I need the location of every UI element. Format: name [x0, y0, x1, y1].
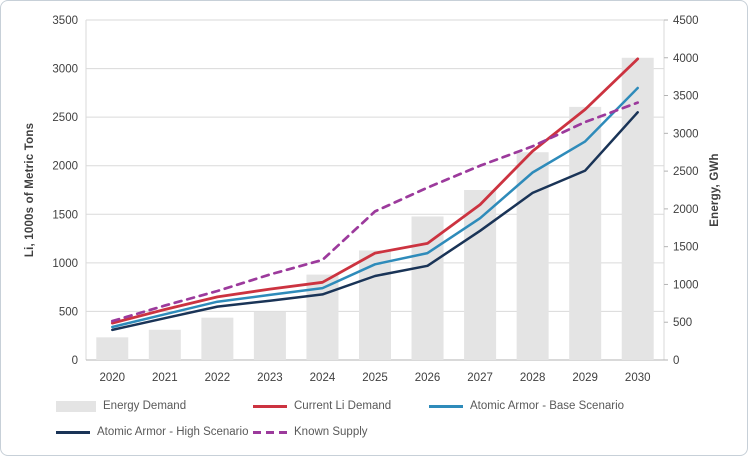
left-tick-label: 2000 [52, 161, 78, 173]
legend-item-known-supply: Known Supply [253, 419, 368, 445]
bar-2023 [253, 311, 286, 360]
right-axis-title: Energy, GWh [709, 153, 721, 227]
left-tick-label: 1000 [52, 258, 78, 270]
axis-ticks: 0 500 1000 1500 2000 2500 3000 3500 0 500 1000 1500… [52, 15, 698, 384]
chart-legend: Energy Demand Current Li Demand Atomic Arm… [1, 393, 747, 445]
legend-item-energy-demand: Energy Demand [56, 393, 186, 419]
right-tick-label: 3000 [673, 128, 699, 140]
combo-chart: 0 500 1000 1500 2000 2500 3000 3500 0 500 1000 1500… [24, 15, 721, 384]
left-axis-title: Li, 1000s of Metric Tons [24, 123, 36, 257]
right-tick-label: 1000 [673, 279, 699, 291]
right-tick-label: 2000 [673, 204, 699, 216]
x-tick-label-2024: 2024 [310, 372, 336, 384]
bar-2026 [411, 216, 444, 360]
energy-demand-bars [96, 57, 654, 361]
line-swatch [429, 404, 463, 408]
legend-item-atomic-armor-base-scenario: Atomic Armor - Base Scenario [429, 393, 624, 419]
left-tick-label: 3000 [52, 64, 78, 76]
dash-swatch [253, 430, 287, 434]
right-tick-label: 4500 [673, 15, 699, 27]
bar-2028 [516, 152, 549, 360]
bar-2029 [569, 106, 602, 360]
line-series [110, 57, 640, 332]
legend-label: Known Supply [294, 426, 368, 438]
left-tick-label: 1500 [52, 209, 78, 221]
left-tick-label: 3500 [52, 15, 78, 27]
bar-swatch [56, 400, 96, 412]
x-tick-label-2025: 2025 [362, 372, 388, 384]
bar-2025 [359, 250, 391, 360]
legend-item-atomic-armor-high-scenario: Atomic Armor - High Scenario [56, 419, 248, 445]
x-tick-label-2020: 2020 [99, 372, 125, 384]
x-tick-label-2022: 2022 [205, 372, 231, 384]
bar-2030 [621, 57, 654, 361]
right-tick-label: 0 [673, 355, 679, 367]
legend-item-current-li-demand: Current Li Demand [253, 393, 391, 419]
legend-row: Atomic Armor - High Scenario Known Supply [1, 419, 747, 445]
x-tick-label-2023: 2023 [257, 372, 283, 384]
x-tick-label-2030: 2030 [625, 372, 651, 384]
legend-label: Atomic Armor - Base Scenario [470, 400, 625, 412]
right-tick-label: 500 [673, 317, 692, 329]
line-atomic-armor-base-scenario [111, 86, 639, 329]
line-known-supply [110, 101, 640, 323]
line-swatch [56, 430, 90, 434]
left-tick-label: 2500 [52, 112, 78, 124]
bar-2022 [201, 317, 234, 360]
legend-row: Energy Demand Current Li Demand Atomic Arm… [1, 393, 747, 419]
bar-2027 [464, 190, 497, 360]
x-tick-label-2026: 2026 [415, 372, 441, 384]
x-tick-label-2021: 2021 [152, 372, 178, 384]
line-swatch [253, 404, 287, 408]
right-tick-label: 4000 [673, 53, 699, 65]
x-tick-label-2028: 2028 [520, 372, 546, 384]
right-tick-label: 2500 [673, 166, 699, 178]
line-atomic-armor-high-scenario [111, 111, 639, 332]
x-tick-label-2029: 2029 [572, 372, 598, 384]
left-tick-label: 0 [72, 355, 78, 367]
right-tick-label: 3500 [673, 91, 699, 103]
bar-2020 [96, 337, 129, 360]
gridlines [85, 19, 665, 361]
legend-label: Energy Demand [103, 400, 187, 412]
right-tick-label: 1500 [673, 242, 699, 254]
legend-label: Atomic Armor - High Scenario [97, 426, 249, 438]
legend-label: Current Li Demand [294, 400, 392, 412]
left-tick-label: 500 [59, 306, 78, 318]
bar-2021 [148, 329, 181, 360]
x-tick-label-2027: 2027 [467, 372, 493, 384]
